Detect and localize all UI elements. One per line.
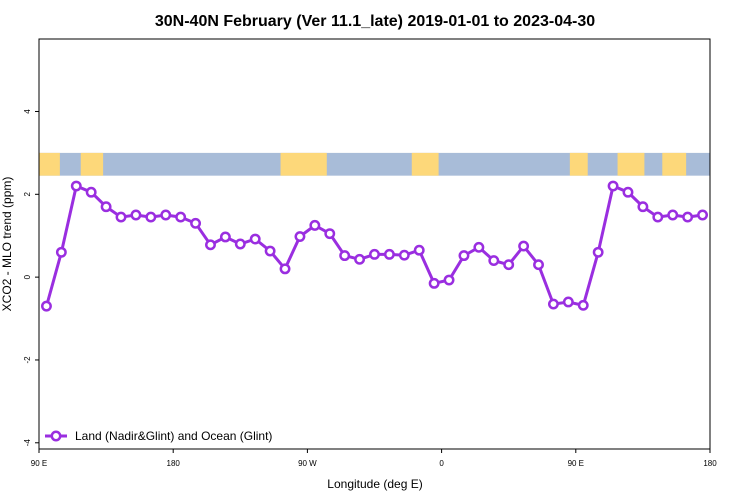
data-point bbox=[622, 186, 634, 198]
data-point bbox=[324, 228, 336, 240]
data-point bbox=[682, 211, 694, 223]
x-tick-label: 180 bbox=[167, 459, 181, 468]
chart-title: 30N-40N February (Ver 11.1_late) 2019-01… bbox=[155, 13, 595, 30]
data-point bbox=[70, 180, 82, 192]
data-point bbox=[205, 239, 216, 251]
x-tick-label: 90 E bbox=[568, 459, 584, 468]
data-point bbox=[518, 240, 530, 252]
data-point bbox=[473, 241, 485, 253]
y-axis: -4 -2 0 2 4 bbox=[23, 109, 39, 447]
y-tick-label: 0 bbox=[23, 274, 32, 279]
legend-label: Land (Nadir&Glint) and Ocean (Glint) bbox=[75, 429, 272, 443]
x-tick-label: 180 bbox=[703, 459, 717, 468]
data-point bbox=[667, 209, 679, 221]
data-point bbox=[160, 209, 172, 221]
data-point bbox=[294, 231, 306, 242]
data-point bbox=[115, 211, 127, 223]
data-point bbox=[547, 298, 559, 310]
data-point bbox=[190, 217, 202, 229]
y-axis-label: XCO2 - MLO trend (ppm) bbox=[0, 177, 14, 312]
data-point bbox=[697, 209, 708, 221]
plot-frame bbox=[38, 38, 711, 450]
land-segment bbox=[662, 152, 687, 176]
data-point bbox=[339, 250, 351, 262]
data-point bbox=[383, 248, 395, 260]
x-tick-label: 90 E bbox=[31, 459, 47, 468]
data-point bbox=[354, 253, 366, 265]
land-segment bbox=[39, 152, 60, 176]
data-point bbox=[577, 299, 589, 311]
data-point bbox=[219, 231, 231, 243]
data-point bbox=[369, 248, 380, 260]
data-point bbox=[637, 201, 649, 213]
land-segment bbox=[411, 152, 439, 176]
data-point bbox=[458, 250, 470, 262]
data-point bbox=[264, 245, 276, 257]
ocean-band bbox=[39, 152, 710, 176]
map-band bbox=[39, 152, 710, 176]
series-points bbox=[41, 180, 708, 312]
y-tick-label: 4 bbox=[23, 109, 32, 114]
data-point bbox=[55, 246, 67, 258]
data-point bbox=[592, 246, 604, 258]
data-point bbox=[249, 233, 261, 245]
data-point bbox=[562, 296, 574, 308]
legend-swatch-marker bbox=[50, 430, 62, 442]
land-segment bbox=[280, 152, 327, 176]
data-point bbox=[607, 180, 619, 192]
data-point bbox=[234, 238, 246, 250]
data-point bbox=[428, 277, 440, 289]
x-axis: 90 E 180 90 W 0 90 E 180 bbox=[31, 449, 717, 468]
data-point bbox=[100, 201, 112, 213]
data-point bbox=[279, 263, 291, 275]
data-point bbox=[533, 259, 544, 271]
x-tick-label: 0 bbox=[439, 459, 444, 468]
y-tick-label: -4 bbox=[23, 439, 32, 447]
x-tick-label: 90 W bbox=[298, 459, 317, 468]
x-axis-label: Longitude (deg E) bbox=[327, 477, 422, 491]
data-point bbox=[41, 300, 52, 312]
data-point bbox=[398, 249, 410, 261]
land-segment bbox=[569, 152, 588, 176]
data-point bbox=[145, 211, 157, 223]
data-point bbox=[175, 211, 187, 223]
data-point bbox=[652, 211, 664, 223]
data-point bbox=[413, 244, 425, 256]
land-segment bbox=[617, 152, 645, 176]
series-line bbox=[45, 183, 703, 308]
data-point bbox=[130, 209, 142, 221]
y-tick-label: 2 bbox=[23, 192, 32, 197]
data-point bbox=[309, 219, 321, 231]
data-point bbox=[503, 259, 515, 271]
land-segment bbox=[80, 152, 104, 176]
legend: Land (Nadir&Glint) and Ocean (Glint) bbox=[45, 429, 272, 443]
data-point bbox=[85, 186, 97, 198]
y-tick-label: -2 bbox=[23, 356, 32, 364]
data-point bbox=[443, 274, 455, 286]
data-point bbox=[488, 255, 500, 267]
